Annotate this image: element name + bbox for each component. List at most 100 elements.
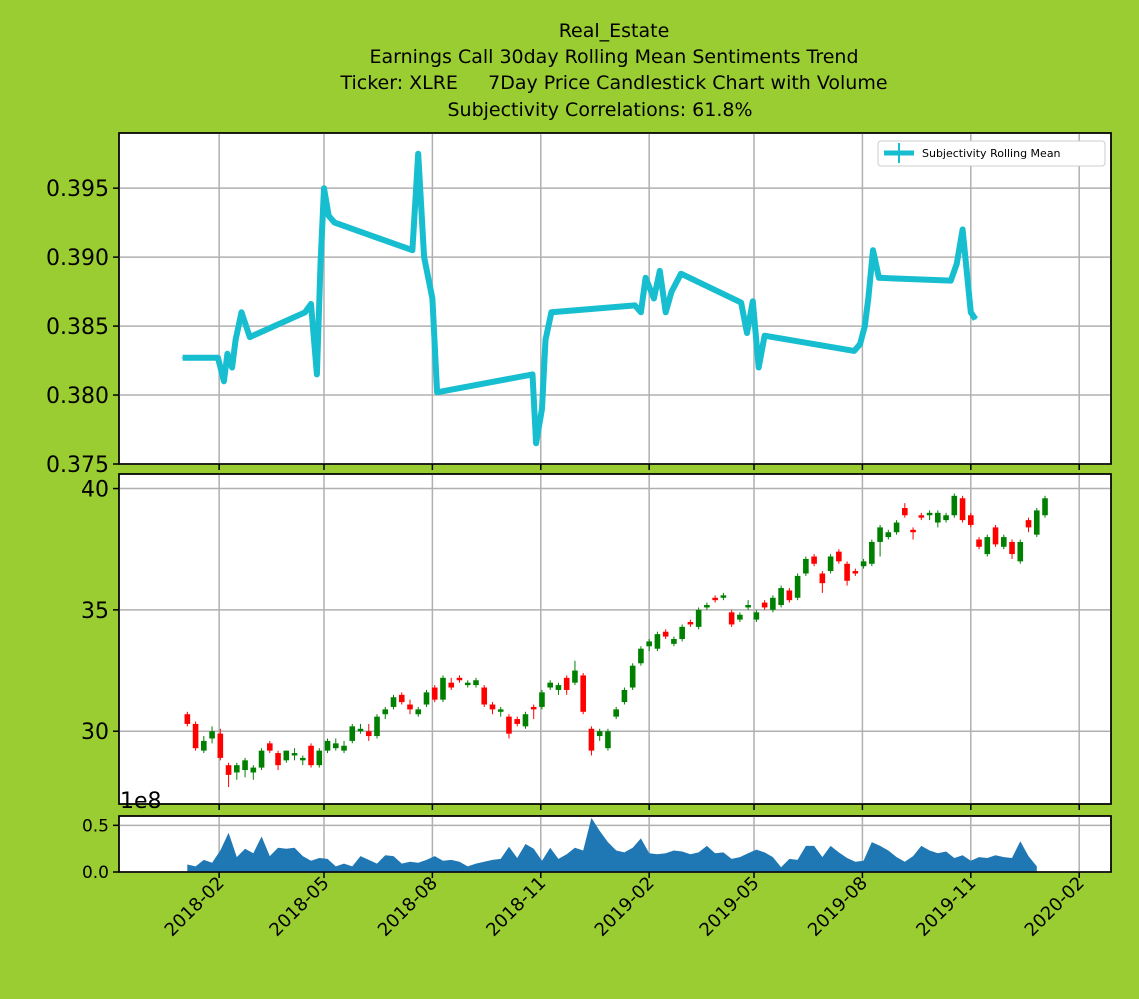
candle-body	[803, 558, 809, 574]
candle-body	[728, 612, 735, 625]
volume-area	[187, 817, 1037, 872]
candle-body	[217, 733, 224, 758]
candle-body	[712, 597, 718, 601]
candle-body	[778, 588, 784, 606]
candle-body	[860, 561, 867, 567]
candle-body	[613, 709, 619, 717]
candle-body	[638, 648, 644, 664]
x-tick-label: 2018-02	[161, 873, 229, 941]
candle-body	[431, 687, 438, 700]
candle-body	[407, 704, 413, 710]
candle-body	[943, 515, 949, 521]
candle-body	[671, 639, 677, 644]
y-tick-label-volume: 0.5	[82, 816, 109, 836]
sentiment-panel	[118, 132, 1112, 465]
candle-body	[885, 532, 892, 538]
volume-area-layer	[187, 817, 1037, 872]
candle-body	[976, 539, 982, 547]
candle-body	[547, 682, 554, 688]
y-tick-label-sentiment: 0.380	[46, 384, 109, 409]
candle-body	[621, 689, 628, 703]
candle-body	[308, 745, 314, 766]
candle-body	[192, 723, 199, 749]
candle-body	[365, 731, 372, 737]
candle-body	[629, 665, 636, 688]
volume-offset-label: 1e8	[120, 789, 162, 814]
candle-body	[473, 680, 479, 686]
candle-body	[737, 614, 743, 620]
candle-body	[572, 670, 578, 683]
candle-body	[398, 694, 405, 703]
y-tick-label-sentiment: 0.385	[46, 315, 109, 340]
candle-body	[720, 595, 727, 598]
candle-body	[794, 575, 801, 598]
candle-body	[349, 726, 356, 741]
candle-body	[935, 512, 941, 523]
candle-body	[893, 522, 900, 533]
candle-body	[539, 692, 545, 707]
candle-body	[258, 750, 265, 768]
candle-body	[951, 495, 958, 516]
candle-body	[646, 641, 652, 647]
candle-body	[456, 677, 463, 681]
candle-body	[201, 740, 207, 751]
candle-body	[316, 750, 323, 766]
x-tick-label: 2018-08	[374, 873, 442, 941]
candle-body	[283, 750, 290, 761]
candlestick-layer	[184, 493, 1048, 788]
candle-body	[332, 743, 339, 749]
candle-body	[662, 631, 669, 637]
subjectivity-line-layer	[181, 150, 978, 447]
candle-body	[522, 714, 529, 727]
x-tick-label: 2019-05	[696, 873, 764, 941]
volume-panel-border	[118, 815, 1112, 873]
candle-body	[605, 731, 611, 749]
candle-body	[819, 573, 826, 584]
candle-body	[464, 682, 471, 686]
candle-body	[291, 753, 298, 756]
y-tick-label-sentiment: 0.375	[46, 453, 109, 478]
candle-body	[448, 682, 455, 688]
x-tick-label: 2019-11	[912, 873, 980, 941]
candle-body	[390, 697, 397, 707]
grid-lines	[119, 133, 1111, 873]
candle-body	[687, 622, 694, 625]
candle-body	[1009, 541, 1015, 555]
candle-body	[514, 719, 521, 724]
candle-body	[753, 612, 760, 620]
candle-body	[423, 692, 430, 705]
candle-body	[1042, 498, 1048, 516]
candle-body	[596, 731, 603, 737]
candle-body	[382, 709, 389, 715]
x-tick-label: 2018-11	[482, 873, 550, 941]
candle-body	[440, 677, 446, 700]
candle-body	[844, 563, 850, 581]
candle-body	[299, 757, 306, 761]
candle-body	[959, 498, 966, 521]
candle-body	[588, 728, 595, 751]
legend: Subjectivity Rolling Mean	[877, 140, 1106, 167]
title-line-3: Ticker: XLRE 7Day Price Candlestick Char…	[339, 72, 887, 94]
candle-body	[770, 597, 776, 610]
candle-body	[242, 760, 248, 771]
chart-title: Real_Estate Earnings Call 30day Rolling …	[339, 20, 887, 121]
candle-body	[481, 687, 488, 705]
candle-body	[555, 685, 562, 690]
price-panel-border	[118, 473, 1112, 805]
title-line-1: Real_Estate	[559, 20, 670, 42]
candle-body	[926, 512, 933, 516]
y-tick-label-price: 30	[81, 720, 109, 745]
candle-body	[918, 515, 925, 518]
x-tick-label: 2019-08	[804, 873, 872, 941]
candle-body	[1033, 510, 1040, 535]
candle-body	[357, 728, 364, 732]
candle-body	[1000, 537, 1007, 547]
candle-body	[530, 706, 537, 710]
candle-body	[695, 609, 702, 627]
candle-body	[250, 767, 257, 773]
candle-body	[761, 602, 768, 608]
candle-body	[745, 605, 751, 608]
candle-body	[341, 745, 347, 751]
candle-body	[679, 626, 685, 639]
